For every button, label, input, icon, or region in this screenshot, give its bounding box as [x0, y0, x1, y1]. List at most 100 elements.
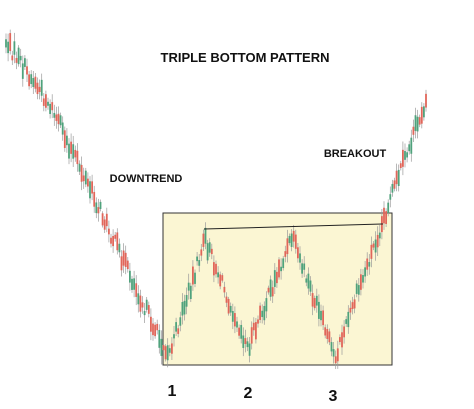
candle-body [145, 299, 148, 310]
candle-body [391, 183, 394, 193]
candle-body [189, 285, 192, 300]
candle-body [112, 235, 114, 247]
candle-body [76, 150, 79, 165]
candle-body [194, 272, 196, 284]
candle-body [204, 227, 207, 244]
candle-body [313, 298, 316, 309]
candle-body [227, 298, 230, 314]
candle-body [324, 327, 327, 336]
candle-body [309, 280, 312, 292]
candle-body [166, 345, 169, 361]
candle-body [63, 130, 66, 148]
candle-body [318, 301, 320, 319]
candle-body [80, 164, 83, 182]
candle-body [345, 319, 348, 324]
candle-body [366, 258, 369, 270]
candle-body [42, 98, 45, 106]
candle-body [19, 55, 22, 61]
candle-body [131, 278, 133, 290]
bottom-label: 1 [168, 383, 177, 400]
candle-body [368, 262, 371, 267]
candle-body [177, 328, 180, 334]
candle-body [255, 322, 257, 340]
candle-body [284, 251, 287, 257]
candle-body [297, 247, 299, 259]
title: TRIPLE BOTTOM PATTERN [161, 50, 330, 65]
price-candles [5, 29, 427, 370]
candle-body [374, 239, 377, 253]
candle-body [87, 178, 89, 187]
candle-body [122, 250, 125, 266]
candle-body [265, 298, 268, 312]
candle-body [118, 243, 121, 253]
candle-body [378, 232, 381, 239]
candle-body [393, 180, 396, 189]
candle-body [187, 282, 190, 291]
candle-body [267, 287, 270, 293]
candle-body [105, 213, 108, 227]
candle-body [168, 348, 171, 353]
candle-body [290, 233, 293, 247]
candle-body [78, 163, 81, 172]
candle-body [179, 317, 182, 326]
candle-body [129, 270, 131, 283]
candle-body [181, 302, 184, 316]
candle-body [311, 293, 314, 307]
candle-body [252, 322, 255, 331]
candle-body [244, 338, 247, 345]
candle-body [383, 207, 385, 224]
candle-body [412, 126, 415, 135]
candle-body [229, 305, 232, 313]
candle-body [38, 86, 41, 92]
candle-body [150, 316, 152, 332]
candle-body [160, 338, 163, 356]
candle-body [24, 58, 26, 67]
candle-body [397, 169, 400, 187]
candle-body [261, 310, 264, 318]
candle-body [259, 305, 261, 320]
candle-body [173, 334, 175, 339]
pattern-box [162, 212, 393, 366]
candle-body [108, 228, 110, 235]
candle-body [183, 300, 186, 315]
candle-body [225, 296, 228, 303]
candle-body [51, 102, 54, 111]
candle-body [200, 249, 203, 256]
candle-body [158, 330, 161, 348]
candle-body [322, 310, 324, 326]
candle-body [171, 343, 173, 354]
candle-body [74, 149, 77, 158]
candle-body [236, 321, 238, 328]
candle-body [143, 310, 146, 316]
candle-body [250, 327, 253, 344]
candle-body [336, 348, 339, 362]
candle-body [347, 311, 350, 328]
candle-body [282, 258, 285, 269]
candle-body [9, 33, 12, 52]
candle-body [47, 101, 49, 106]
candle-body [334, 356, 337, 364]
candle-body [404, 151, 406, 160]
candle-body [301, 263, 303, 274]
candle-body [343, 326, 345, 338]
candle-body [351, 302, 354, 310]
candle-body [420, 106, 423, 124]
candle-body [425, 93, 427, 108]
candle-body [231, 311, 234, 322]
candle-body [326, 329, 329, 339]
candle-body [305, 278, 308, 283]
candle-body [278, 259, 280, 278]
candle-body [414, 115, 417, 131]
candle-body [208, 242, 211, 253]
candle-body [55, 114, 58, 121]
candle-body [280, 266, 282, 272]
candle-body [332, 349, 335, 357]
candle-body [418, 117, 421, 125]
candle-body [315, 295, 318, 306]
candle-body [240, 324, 243, 339]
candle-body [357, 285, 360, 295]
candle-body [89, 181, 91, 199]
candle-body [257, 319, 259, 324]
candle-body [110, 237, 112, 244]
candle-body [34, 76, 37, 89]
